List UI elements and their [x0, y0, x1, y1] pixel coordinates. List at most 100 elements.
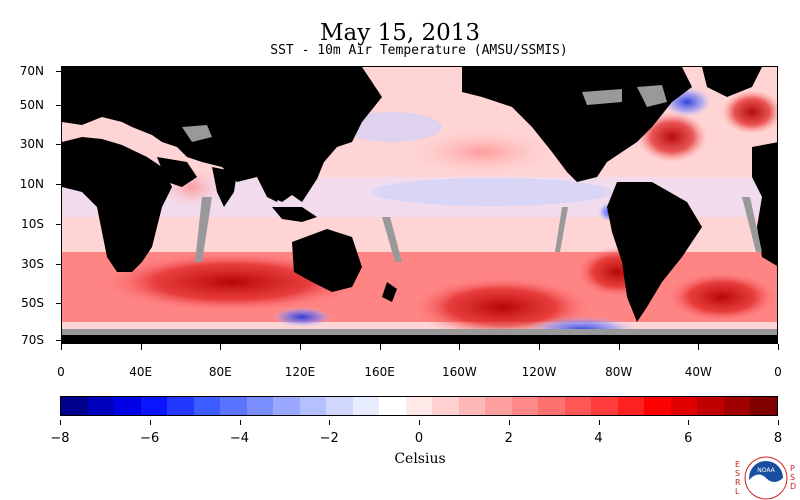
logo-left-letters: E S R L	[735, 460, 741, 496]
hotspot-north-pacific	[412, 130, 552, 174]
new-zealand	[382, 282, 397, 302]
colorbar-tick-label: 0	[414, 431, 424, 446]
eurasia	[62, 67, 382, 202]
hudson-bay	[637, 85, 667, 107]
hotspot-north-atlantic	[637, 112, 707, 162]
colorbar-swatch	[299, 397, 327, 415]
noaa-logo-text: NOAA	[757, 467, 775, 474]
longitude-label: 40E	[129, 365, 153, 379]
colorbar-swatch	[140, 397, 168, 415]
colorbar-tick	[150, 420, 151, 425]
arabia	[157, 157, 197, 187]
australia	[292, 229, 362, 292]
latitude-tick	[56, 105, 61, 106]
logo-right-letters: P S D	[790, 464, 797, 491]
hotspot-north-atlantic-2	[722, 90, 777, 134]
colorbar-swatch	[511, 397, 539, 415]
latitude-tick	[56, 71, 61, 72]
latitude-tick	[56, 224, 61, 225]
colorbar-swatch	[379, 397, 406, 415]
latitude-label: 30S	[21, 257, 44, 271]
colorbar-swatch	[326, 397, 353, 415]
longitude-tick	[619, 344, 620, 350]
swath-gap-2	[382, 217, 402, 262]
colorbar-swatch	[697, 397, 724, 415]
noaa-emblem: NOAA	[744, 456, 788, 500]
colorbar-swatch	[750, 397, 777, 415]
colorbar-tick-label: 8	[773, 431, 783, 446]
longitude-tick	[141, 344, 142, 350]
latitude-label: 70N	[19, 64, 44, 78]
colorbar-tick-label: −4	[229, 431, 250, 446]
sst-anomaly-map	[61, 66, 778, 344]
longitude-tick	[778, 344, 779, 350]
colorbar-swatch	[114, 397, 141, 415]
longitude-label: 80E	[208, 365, 232, 379]
longitude-tick	[539, 344, 540, 350]
colorbar-swatch	[485, 397, 512, 415]
colorbar-swatch	[432, 397, 459, 415]
colorbar-swatch	[670, 397, 698, 415]
colorbar-swatch	[220, 397, 247, 415]
longitude-label: 40W	[684, 365, 712, 379]
land-masses	[62, 67, 777, 343]
cool-north-pacific	[342, 112, 442, 142]
latitude-tick	[56, 264, 61, 265]
colorbar-tick-label: 2	[504, 431, 513, 446]
latitude-label: 70S	[21, 333, 44, 347]
longitude-label: 0	[774, 365, 782, 379]
colorbar	[60, 396, 778, 416]
latitude-tick	[56, 340, 61, 341]
india	[212, 167, 237, 207]
longitude-tick	[459, 344, 460, 350]
colorbar-tick	[329, 420, 330, 425]
antarctic-ice	[62, 329, 777, 335]
colorbar-swatch	[591, 397, 618, 415]
colorbar-swatch	[644, 397, 671, 415]
swath-gap-3	[555, 207, 568, 252]
longitude-tick	[61, 344, 62, 350]
colorbar-tick	[509, 420, 510, 425]
colorbar-tick	[778, 420, 779, 425]
south-america	[607, 182, 702, 322]
swath-gap-1	[195, 197, 212, 262]
antarctica	[62, 335, 777, 343]
africa	[62, 137, 172, 272]
latitude-tick	[56, 184, 61, 185]
latitude-label: 10N	[19, 177, 44, 191]
cool-tropical-pacific	[372, 178, 612, 206]
colorbar-swatch	[538, 397, 565, 415]
north-america	[462, 67, 692, 182]
colorbar-tick-label: −2	[319, 431, 339, 446]
longitude-label: 160W	[441, 365, 477, 379]
colorbar-swatch	[723, 397, 751, 415]
longitude-tick	[380, 344, 381, 350]
colorbar-unit-label: Celsius	[394, 451, 446, 467]
colorbar-tick	[240, 420, 241, 425]
hotspot-south-atlantic-2	[667, 272, 777, 322]
colorbar-swatch	[352, 397, 380, 415]
longitude-tick	[300, 344, 301, 350]
missing-data	[62, 85, 777, 335]
latitude-label: 10S	[21, 217, 44, 231]
colorbar-swatch	[617, 397, 645, 415]
colorbar-swatch	[458, 397, 486, 415]
map-subtitle: SST - 10m Air Temperature (AMSU/SSMIS)	[270, 43, 568, 58]
noaa-logo: E S R L NOAA P S D	[735, 456, 797, 500]
map-title: May 15, 2013	[320, 20, 480, 46]
greenland	[702, 67, 762, 97]
longitude-tick	[220, 344, 221, 350]
longitude-label: 120E	[284, 365, 316, 379]
arctic-ice-patch	[582, 89, 622, 105]
swath-gap-4	[742, 197, 762, 252]
colorbar-swatch	[193, 397, 221, 415]
colorbar-swatch	[167, 397, 194, 415]
longitude-label: 160E	[364, 365, 395, 379]
europe-africa-east	[752, 142, 777, 266]
longitude-label: 80W	[605, 365, 633, 379]
latitude-label: 50N	[19, 98, 44, 112]
longitude-tick	[698, 344, 699, 350]
colorbar-swatch	[273, 397, 300, 415]
colorbar-tick	[419, 420, 420, 425]
longitude-label: 0	[57, 365, 65, 379]
